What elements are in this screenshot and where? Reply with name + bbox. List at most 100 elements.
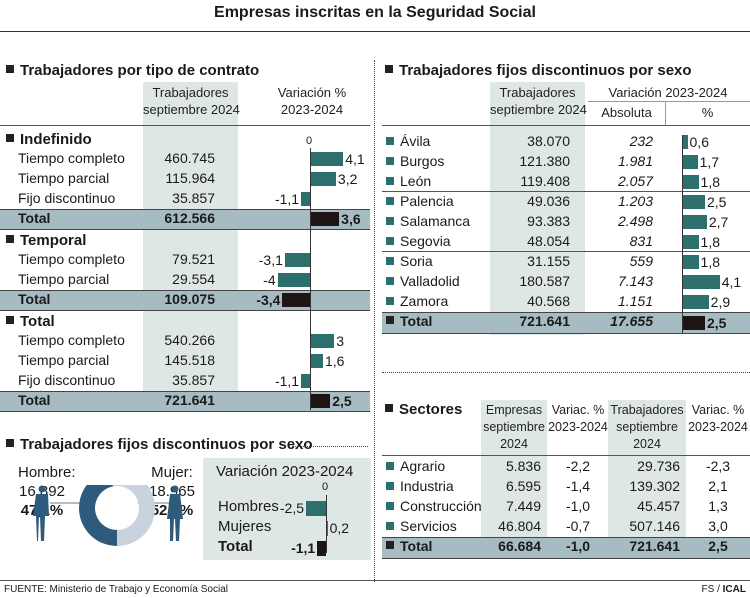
group-indefinido: Indefinido bbox=[6, 131, 92, 148]
bar bbox=[682, 255, 699, 269]
sector-var_t: 1,3 bbox=[708, 498, 728, 514]
bar-label: 1,8 bbox=[700, 254, 721, 270]
province-abs: 831 bbox=[629, 233, 653, 249]
sector-2: Construcción bbox=[386, 498, 482, 514]
row-value: 115.964 bbox=[165, 170, 215, 186]
zero-axis bbox=[326, 495, 327, 553]
bar-label: 4,1 bbox=[345, 151, 365, 167]
header-line: Variac. % bbox=[551, 403, 605, 417]
total-row bbox=[382, 537, 750, 559]
total-trab: 721.641 bbox=[629, 538, 680, 554]
bar bbox=[310, 354, 323, 368]
header-line: septiembre bbox=[483, 420, 545, 434]
bar-label: 1,6 bbox=[324, 353, 345, 369]
province-abs: 1.203 bbox=[617, 193, 653, 209]
group-total: Total bbox=[6, 313, 55, 330]
credit: FS / ICAL bbox=[701, 584, 746, 595]
source: FUENTE: Ministerio de Trabajo y Economía… bbox=[4, 584, 228, 595]
sector-var_e: -0,7 bbox=[565, 518, 591, 534]
province-abs: 2.057 bbox=[617, 173, 653, 189]
bar bbox=[310, 334, 335, 348]
sectores-header-0: Empresas septiembre 2024 bbox=[481, 402, 547, 453]
sector-3: Servicios bbox=[386, 518, 457, 534]
sector-trab: 45.457 bbox=[637, 498, 680, 514]
bar bbox=[682, 135, 688, 149]
total-label: Total bbox=[18, 392, 51, 408]
header-line: septiembre bbox=[616, 420, 678, 434]
bar-label: -3,1 bbox=[258, 252, 283, 268]
donut-slice-hombre bbox=[79, 485, 117, 546]
bar-label: 3 bbox=[336, 333, 345, 349]
shaded-column bbox=[143, 82, 238, 409]
row-label: Tiempo completo bbox=[18, 251, 125, 267]
sector-trab: 507.146 bbox=[629, 518, 680, 534]
bar bbox=[682, 316, 705, 330]
bar bbox=[682, 295, 709, 309]
provincias-title: Trabajadores fijos discontinuos por sexo bbox=[385, 62, 692, 79]
row-value: 145.518 bbox=[164, 352, 215, 368]
province-5: Segovia bbox=[386, 233, 451, 249]
province-value: 49.036 bbox=[527, 193, 570, 209]
total-value: 721.641 bbox=[519, 313, 570, 329]
province-1: Burgos bbox=[386, 153, 444, 169]
provincias-col1-header: Trabajadores septiembre 2024 bbox=[490, 85, 587, 117]
province-value: 119.408 bbox=[520, 173, 570, 189]
row-label: Tiempo parcial bbox=[18, 352, 110, 368]
sector-empresas: 46.804 bbox=[498, 518, 541, 534]
header-line: 2024 bbox=[633, 437, 661, 451]
bar-label: 2,5 bbox=[707, 315, 727, 331]
bar bbox=[301, 192, 310, 206]
header-line: Empresas bbox=[485, 403, 543, 417]
bar bbox=[682, 215, 707, 229]
group-temporal: Temporal bbox=[6, 232, 86, 249]
total-abs: 17.655 bbox=[610, 313, 653, 329]
column-divider bbox=[374, 60, 375, 582]
bar bbox=[301, 374, 310, 388]
header-line: Variac. % bbox=[691, 403, 745, 417]
province-abs: 7.143 bbox=[617, 273, 653, 289]
province-0: Ávila bbox=[386, 133, 430, 149]
zero-label: 0 bbox=[306, 135, 313, 147]
dotted-rule bbox=[292, 446, 368, 447]
sector-var_t: 3,0 bbox=[708, 518, 728, 534]
bar bbox=[682, 275, 720, 289]
footer-divider bbox=[0, 580, 750, 581]
total-row bbox=[0, 391, 370, 412]
group-divider bbox=[382, 191, 750, 192]
sectores-header-2: Trabajadores septiembre 2024 bbox=[608, 402, 686, 453]
header-line: 2024 bbox=[500, 437, 528, 451]
total-label: Total bbox=[386, 538, 432, 554]
header-line: 2023-2024 bbox=[548, 420, 608, 434]
variacion-title: Variación 2023-2024 bbox=[216, 463, 354, 480]
total-label: Total bbox=[18, 210, 51, 226]
sexo-title: Trabajadores fijos discontinuos por sexo bbox=[6, 436, 313, 453]
province-value: 38.070 bbox=[527, 133, 570, 149]
province-value: 180.587 bbox=[519, 273, 570, 289]
provincias-col2-header: Variación 2023-2024 bbox=[608, 85, 728, 100]
bar bbox=[310, 212, 340, 226]
bar-label: -1,1 bbox=[274, 191, 300, 207]
header-line: 2023-2024 bbox=[688, 420, 748, 434]
bar bbox=[310, 394, 331, 408]
bar-label: -1,1 bbox=[291, 540, 316, 556]
row-label: Tiempo parcial bbox=[18, 170, 110, 186]
bar-label: 2,5 bbox=[707, 194, 727, 210]
province-value: 93.383 bbox=[527, 213, 570, 229]
section-divider bbox=[382, 372, 750, 373]
bar bbox=[284, 253, 310, 267]
province-value: 40.568 bbox=[527, 293, 570, 309]
header-divider bbox=[0, 125, 370, 126]
bar-label: 1,8 bbox=[700, 234, 721, 250]
bar bbox=[682, 175, 699, 189]
zero-axis bbox=[682, 135, 683, 333]
bar-label: 1,7 bbox=[699, 154, 720, 170]
bar-label: 4,1 bbox=[721, 274, 742, 290]
province-abs: 232 bbox=[629, 133, 653, 149]
row-label: Tiempo parcial bbox=[18, 271, 110, 287]
total-value: 721.641 bbox=[164, 392, 215, 408]
header-divider bbox=[382, 455, 750, 456]
bar bbox=[282, 293, 310, 307]
bar bbox=[682, 155, 698, 169]
donut-slice-mujer bbox=[112, 485, 155, 546]
total-row bbox=[382, 312, 750, 334]
